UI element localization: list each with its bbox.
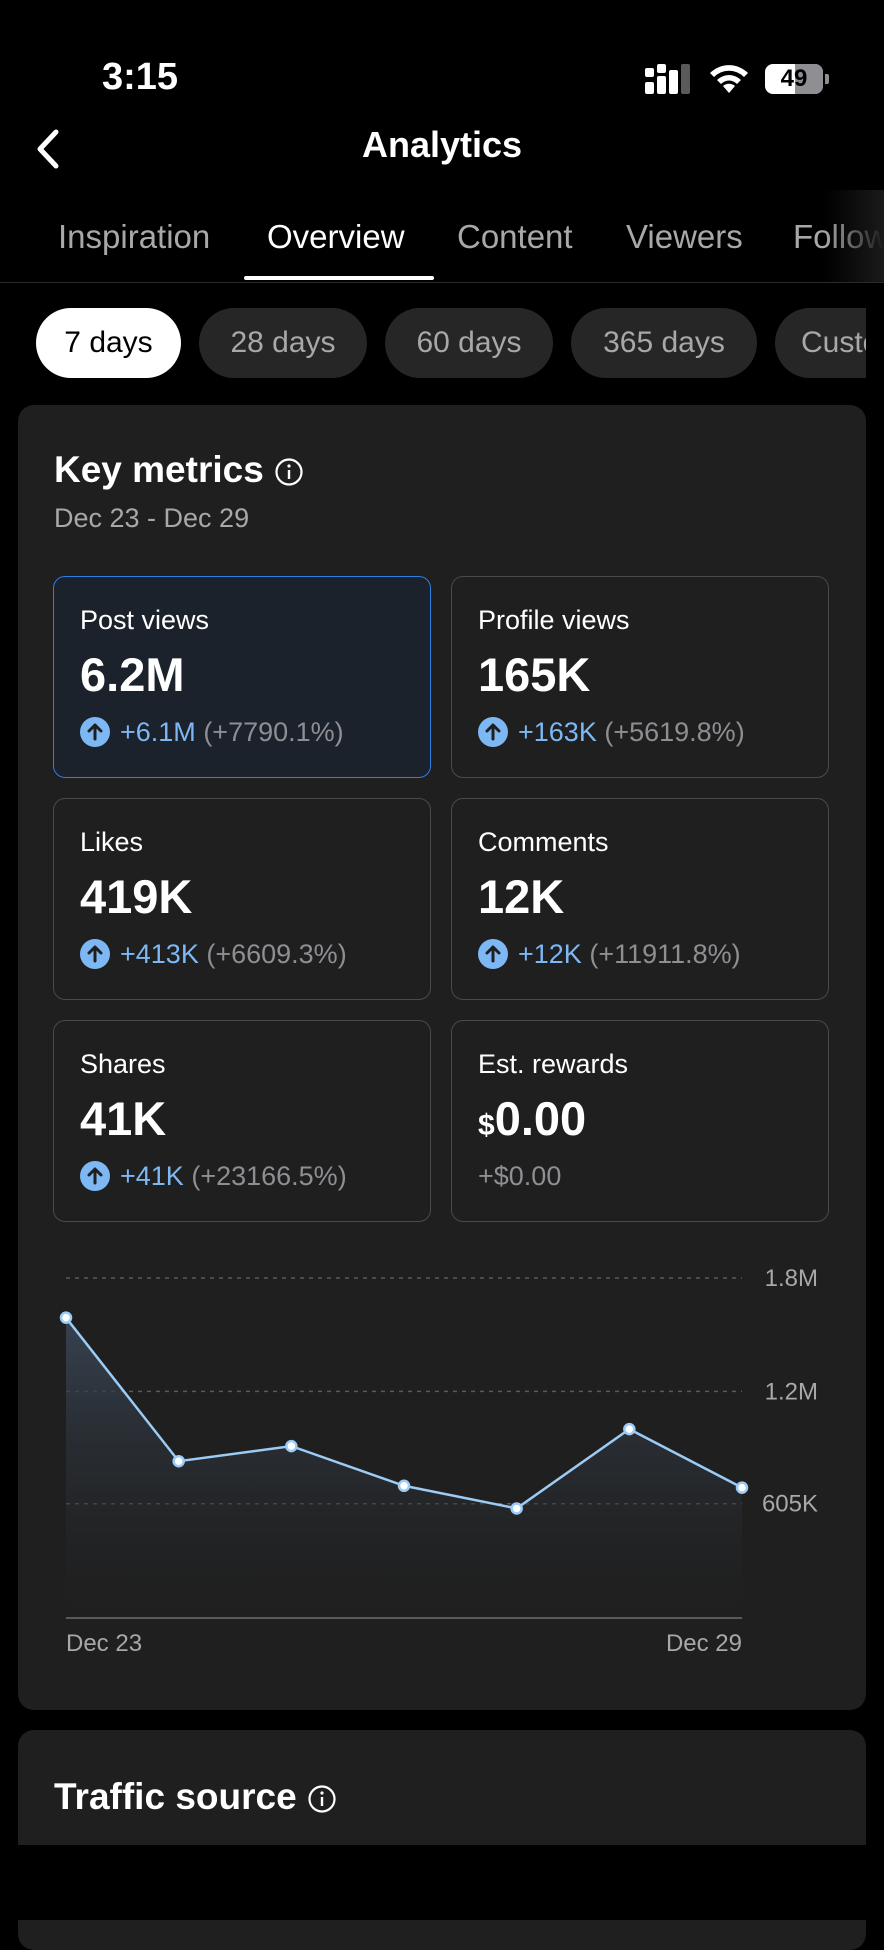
post-views-chart: 605K 1.2M 1.8M Dec 23 Dec 29: [59, 1265, 818, 1657]
chip-custom[interactable]: Custom: [775, 308, 866, 378]
arrow-up-circle-icon: [80, 1160, 110, 1191]
date-range-chips: 7 days 28 days 60 days 365 days Custom: [0, 308, 866, 380]
metric-value: 6.2M: [80, 648, 185, 701]
metric-shares[interactable]: Shares 41K +41K (+23166.5%): [53, 1020, 431, 1222]
metric-profile-views[interactable]: Profile views 165K +163K (+5619.8%): [451, 576, 829, 778]
metric-est-rewards[interactable]: Est. rewards $0.00 +$0.00: [451, 1020, 829, 1222]
nav-header: Analytics: [0, 110, 884, 190]
status-bar: 3:15 49: [0, 0, 884, 110]
metric-percent: (+6609.3%): [206, 939, 347, 969]
metric-likes[interactable]: Likes 419K +413K (+6609.3%): [53, 798, 431, 1000]
metric-value: 41K: [80, 1092, 167, 1145]
metric-value: 419K: [80, 870, 193, 923]
metric-value: 165K: [478, 648, 591, 701]
data-point: [172, 1454, 185, 1468]
key-metrics-title-text: Key metrics: [54, 449, 264, 490]
arrow-up-circle-icon: [80, 716, 110, 747]
tab-inspiration[interactable]: Inspiration: [58, 218, 211, 255]
key-metrics-title: Key metrics: [54, 449, 304, 491]
metric-percent: (+5619.8%): [604, 717, 745, 747]
battery-icon: 49: [765, 64, 829, 94]
metric-label: Post views: [80, 605, 210, 635]
y-tick-label: 1.8M: [765, 1265, 818, 1292]
metric-label: Profile views: [478, 605, 630, 635]
tab-viewers[interactable]: Viewers: [626, 218, 743, 255]
battery-level: 49: [780, 65, 808, 92]
bottom-safe-area: [0, 1845, 884, 1920]
data-point: [397, 1479, 411, 1493]
info-icon[interactable]: [307, 1784, 337, 1814]
wifi-icon: [710, 65, 748, 93]
back-chevron-icon[interactable]: [30, 124, 70, 174]
currency-symbol: $: [478, 1109, 495, 1142]
y-tick-label: 605K: [762, 1491, 818, 1518]
date-range-label: Dec 23 - Dec 29: [54, 503, 250, 533]
tab-bar: Inspiration Overview Content Viewers Fol…: [0, 190, 884, 283]
y-tick-label: 1.2M: [765, 1378, 818, 1405]
x-tick-label: Dec 23: [66, 1630, 142, 1657]
data-point: [735, 1481, 749, 1494]
arrow-up-circle-icon: [478, 716, 508, 747]
metric-change: +6.1M (+7790.1%): [80, 716, 344, 749]
metric-post-views[interactable]: Post views 6.2M +6.1M (+7790.1%): [53, 576, 431, 778]
arrow-up-circle-icon: [478, 938, 508, 969]
metric-delta: +6.1M: [120, 717, 196, 747]
tabs-fade: [824, 190, 884, 282]
tab-overview[interactable]: Overview: [267, 218, 405, 255]
metric-value-number: 0.00: [494, 1092, 587, 1145]
metric-label: Shares: [80, 1049, 166, 1079]
metric-delta: +$0.00: [478, 1161, 562, 1191]
metric-change: +413K (+6609.3%): [80, 938, 347, 971]
cellular-signal-icon: [645, 64, 690, 94]
metric-label: Comments: [478, 827, 609, 857]
data-point: [623, 1422, 636, 1436]
metric-delta: +163K: [518, 717, 597, 747]
metric-delta: +413K: [120, 939, 199, 969]
metric-change: +$0.00: [478, 1161, 561, 1192]
info-icon[interactable]: [274, 457, 304, 487]
x-tick-label: Dec 29: [666, 1630, 742, 1657]
metric-change: +41K (+23166.5%): [80, 1160, 347, 1193]
data-point: [59, 1311, 73, 1324]
metric-label: Est. rewards: [478, 1049, 629, 1079]
tab-content[interactable]: Content: [457, 218, 573, 255]
arrow-up-circle-icon: [80, 938, 110, 969]
page-title: Analytics: [361, 124, 523, 165]
chip-7-days[interactable]: 7 days: [36, 308, 181, 378]
metric-comments[interactable]: Comments 12K +12K (+11911.8%): [451, 798, 829, 1000]
chip-28-days[interactable]: 28 days: [199, 308, 367, 378]
metric-percent: (+23166.5%): [191, 1161, 347, 1191]
traffic-source-title-text: Traffic source: [54, 1776, 297, 1817]
metric-percent: (+11911.8%): [589, 939, 741, 969]
metric-label: Likes: [80, 827, 144, 857]
metric-value: 12K: [478, 870, 565, 923]
metric-delta: +41K: [120, 1161, 184, 1191]
active-tab-indicator: [244, 276, 434, 280]
chart-area: [66, 1317, 742, 1618]
metric-change: +163K (+5619.8%): [478, 716, 745, 749]
traffic-source-title: Traffic source: [54, 1776, 337, 1818]
chip-60-days[interactable]: 60 days: [385, 308, 553, 378]
data-point: [285, 1439, 298, 1453]
data-point: [510, 1502, 523, 1515]
metric-change: +12K (+11911.8%): [478, 938, 741, 971]
metric-delta: +12K: [518, 939, 582, 969]
status-time: 3:15: [102, 56, 179, 98]
key-metrics-card: Key metrics Dec 23 - Dec 29 Post views 6…: [18, 405, 866, 1710]
metric-value: $0.00: [478, 1091, 586, 1146]
metric-percent: (+7790.1%): [203, 717, 344, 747]
chip-365-days[interactable]: 365 days: [571, 308, 757, 378]
